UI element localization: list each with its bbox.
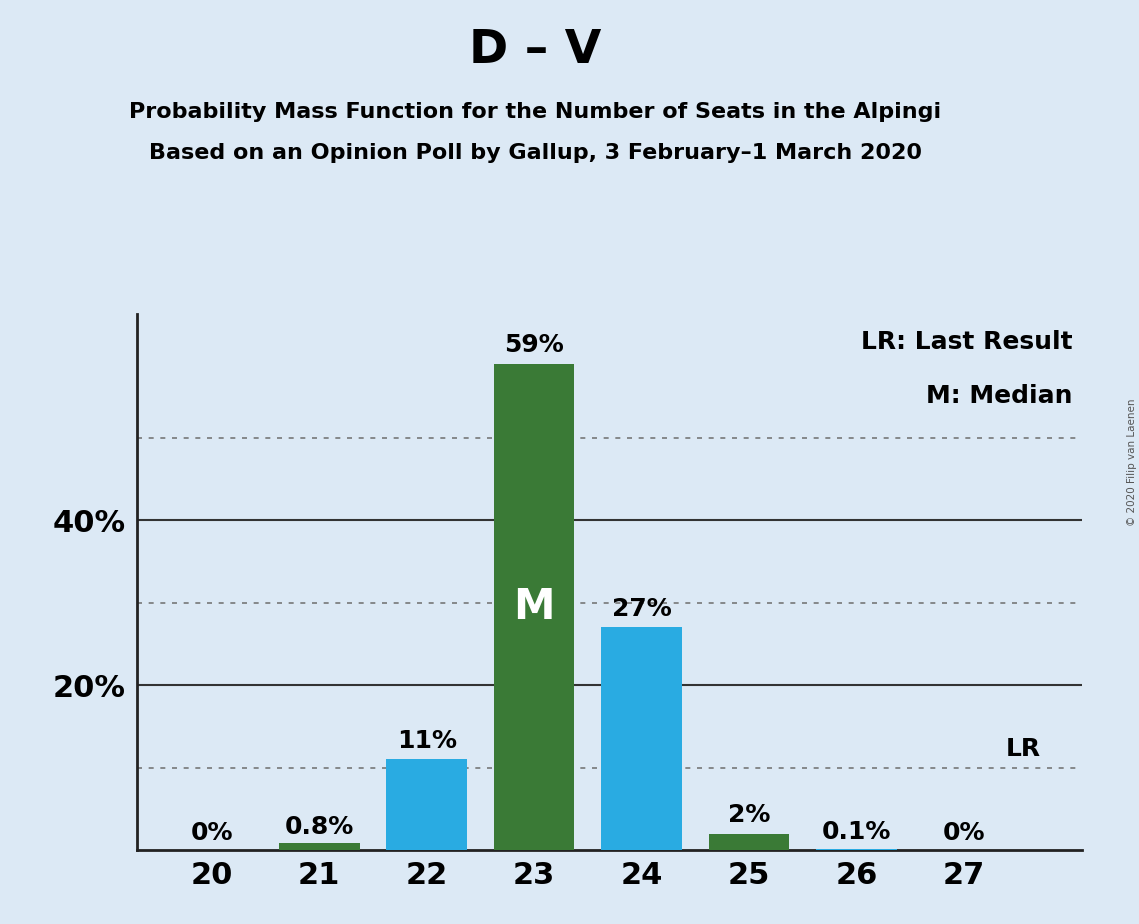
Bar — [386, 760, 467, 850]
Text: Based on an Opinion Poll by Gallup, 3 February–1 March 2020: Based on an Opinion Poll by Gallup, 3 Fe… — [149, 143, 921, 164]
Text: © 2020 Filip van Laenen: © 2020 Filip van Laenen — [1126, 398, 1137, 526]
Text: M: Median: M: Median — [926, 383, 1073, 407]
Text: 0%: 0% — [190, 821, 233, 845]
Text: 0.8%: 0.8% — [285, 815, 354, 839]
Text: LR: LR — [1006, 737, 1041, 761]
Text: 11%: 11% — [396, 729, 457, 753]
Text: M: M — [514, 586, 555, 627]
Bar — [494, 364, 574, 850]
Text: D – V: D – V — [469, 28, 601, 73]
Text: Probability Mass Function for the Number of Seats in the Alpingi: Probability Mass Function for the Number… — [129, 102, 942, 122]
Bar — [708, 833, 789, 850]
Text: 59%: 59% — [505, 333, 564, 357]
Text: 0.1%: 0.1% — [821, 821, 891, 845]
Text: LR: Last Result: LR: Last Result — [861, 330, 1073, 354]
Text: 0%: 0% — [943, 821, 985, 845]
Text: 2%: 2% — [728, 803, 770, 827]
Text: 27%: 27% — [612, 597, 672, 621]
Bar — [601, 627, 682, 850]
Bar — [279, 844, 360, 850]
